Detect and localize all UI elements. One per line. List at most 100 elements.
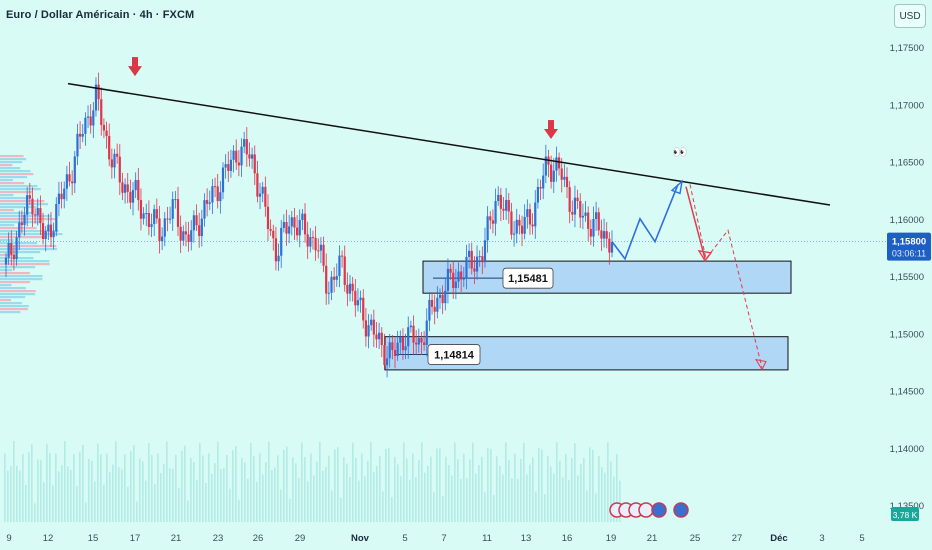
volume-bar xyxy=(61,465,63,522)
volume-bar xyxy=(298,477,300,522)
candle-body xyxy=(12,254,16,260)
candle-body xyxy=(206,200,209,204)
candle-body xyxy=(581,215,584,218)
volume-bar xyxy=(178,487,180,522)
bullish-projection-path[interactable] xyxy=(611,184,679,261)
volume-bar xyxy=(229,488,231,522)
projection-layer[interactable]: 👀 xyxy=(611,145,767,371)
upper-demand-zone[interactable] xyxy=(422,260,792,294)
candle-body xyxy=(123,184,127,193)
volume-bar xyxy=(238,499,240,522)
economic-event-icon[interactable] xyxy=(651,502,667,518)
volume-profile-bar xyxy=(0,173,34,176)
dashed-scenario-path[interactable] xyxy=(689,184,763,368)
candle-body xyxy=(224,164,227,168)
candle-body xyxy=(232,150,235,160)
candle-body xyxy=(65,174,68,189)
candle-body xyxy=(198,225,201,237)
candle-body xyxy=(134,180,137,191)
candle-body xyxy=(404,346,407,351)
time-tick-label: 13 xyxy=(521,533,532,544)
volume-bar xyxy=(286,446,288,522)
candle-body xyxy=(269,229,272,231)
trendline-layer[interactable] xyxy=(67,57,831,206)
volume-bar xyxy=(502,474,504,522)
volume-bar xyxy=(529,464,531,522)
volume-bar xyxy=(571,458,573,522)
candle-body xyxy=(195,215,198,226)
candle-body xyxy=(277,255,280,262)
volume-profile-bar xyxy=(0,194,14,197)
candle-body xyxy=(253,154,256,174)
volume-bar xyxy=(439,448,441,522)
volume-bar xyxy=(256,482,258,522)
volume-bar xyxy=(136,501,138,522)
candle-body xyxy=(512,233,516,235)
down-arrow-icon xyxy=(544,129,558,140)
volume-bar xyxy=(394,456,396,522)
volume-bar xyxy=(556,442,558,522)
time-tick-label: 23 xyxy=(213,533,224,544)
volume-bar xyxy=(619,480,621,522)
volume-bar xyxy=(259,453,261,522)
price-axis[interactable]: 1,17500 1,17000 1,16500 1,16000 1,15500 1,150… xyxy=(887,43,931,521)
candle-body xyxy=(473,268,476,272)
candle-body xyxy=(10,243,13,255)
volume-bar xyxy=(409,479,411,522)
candle-body xyxy=(515,219,518,234)
event-icons[interactable] xyxy=(609,502,689,518)
volume-bar xyxy=(10,466,12,522)
volume-bar xyxy=(553,473,555,522)
volume-profile-bar xyxy=(0,248,58,251)
candle-body xyxy=(446,268,450,291)
candle-body xyxy=(362,297,365,321)
candle-body xyxy=(26,195,29,215)
candle-body xyxy=(245,139,248,155)
volume-bar xyxy=(508,460,510,522)
volume-profile-bar xyxy=(0,155,24,158)
time-tick-label: 17 xyxy=(130,533,141,544)
current-price-marker[interactable] xyxy=(887,232,931,261)
time-tick-label: 12 xyxy=(43,533,54,544)
economic-event-icon[interactable] xyxy=(673,502,689,518)
candle-body xyxy=(73,156,76,184)
demand-zones[interactable]: 1,15481 1,14814 xyxy=(384,260,792,371)
candle-body xyxy=(131,190,135,203)
volume-bar xyxy=(16,465,18,522)
volume-bar xyxy=(19,470,21,522)
candle-body xyxy=(470,250,473,269)
descending-trendline[interactable] xyxy=(67,82,831,206)
candle-body xyxy=(145,213,148,215)
time-axis[interactable]: 9 12 15 17 21 23 26 29 Nov 5 7 11 13 16 19 21 25 27 Déc 3 5 xyxy=(6,533,864,544)
bearish-projection-line[interactable] xyxy=(685,186,706,260)
volume-bar xyxy=(418,460,420,522)
time-tick-label: 3 xyxy=(819,533,824,544)
candle-body xyxy=(81,133,84,137)
candle-body xyxy=(531,224,534,227)
volume-bar xyxy=(271,469,273,522)
zone-price-label: 1,15481 xyxy=(508,273,548,285)
volume-bar xyxy=(76,485,78,522)
candle-body xyxy=(108,136,111,160)
volume-bar xyxy=(478,465,480,522)
currency-button[interactable]: USD xyxy=(894,4,926,28)
volume-bar xyxy=(43,482,45,522)
volume-profile-bar xyxy=(0,272,30,275)
candle-body xyxy=(285,221,288,234)
candle-body xyxy=(174,199,177,201)
candles xyxy=(4,72,614,378)
volume-profile-bar xyxy=(0,221,42,224)
candle-body xyxy=(378,332,381,340)
volume-profile-bar xyxy=(0,191,33,194)
candle-body xyxy=(211,186,214,203)
candle-body xyxy=(293,217,296,228)
candle-body xyxy=(460,271,463,280)
economic-event-icon[interactable] xyxy=(638,502,654,518)
candle-body xyxy=(605,231,608,239)
candle-body xyxy=(314,237,317,251)
candle-body xyxy=(36,208,39,216)
volume-bar xyxy=(511,478,513,522)
volume-profile-bar xyxy=(0,212,33,215)
